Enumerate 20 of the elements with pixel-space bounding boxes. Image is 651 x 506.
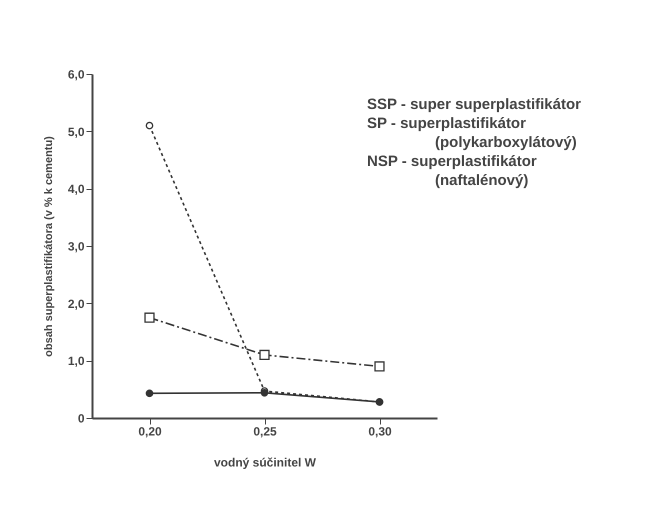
annotation: SSP - super superplastifikátor bbox=[367, 96, 582, 113]
y-tick-label: 2,0 bbox=[68, 296, 85, 311]
y-tick-label: 3,0 bbox=[68, 240, 85, 254]
y-tick-label: 5,0 bbox=[68, 124, 85, 139]
point bbox=[259, 350, 270, 360]
x-tick-label: 0,20 bbox=[138, 424, 162, 438]
point bbox=[144, 312, 155, 323]
y-tick-label: 6,0 bbox=[68, 68, 85, 82]
x-tick-label: 0,25 bbox=[253, 424, 277, 438]
y-tick-label: 1,0 bbox=[68, 354, 85, 368]
annotation: SP - superplastifikátor (polykarboxylátový) bbox=[367, 115, 577, 151]
y-tick-label: 4,0 bbox=[68, 182, 85, 196]
annotation: NSP - superplastifikátor (naftalénový) bbox=[367, 153, 537, 189]
point bbox=[146, 122, 154, 130]
x-axis-title: vodný súčinitel W bbox=[214, 456, 317, 470]
y-axis-title: obsah superplastifikátora (v % k cementu) bbox=[42, 136, 55, 357]
x-tick-label: 0,30 bbox=[368, 424, 392, 438]
y-tick-label: 0 bbox=[78, 412, 85, 426]
point bbox=[146, 390, 154, 398]
point bbox=[374, 361, 385, 372]
